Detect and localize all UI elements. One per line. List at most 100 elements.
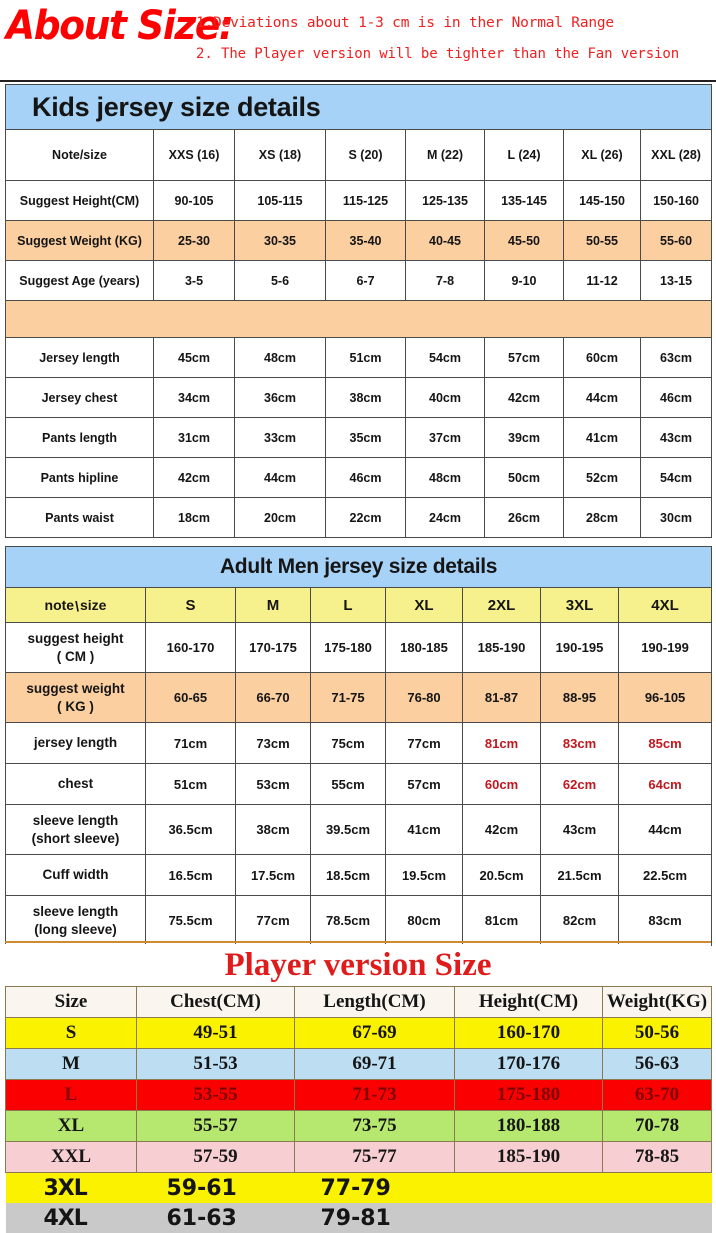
adult-cell-2-1: 73cm <box>235 722 311 764</box>
kids-cell-4-4: 57cm <box>484 337 564 378</box>
kids-header-cell-1: XXS (16) <box>153 129 235 181</box>
kids-cell-8-5: 28cm <box>563 497 641 538</box>
kids-header-cell-6: XL (26) <box>563 129 641 181</box>
player-cell-2-chest: 53-55 <box>136 1079 295 1111</box>
about-note-1: 1.Deviations about 1-3 cm is in ther Nor… <box>196 15 614 31</box>
adult-cell-3-5: 62cm <box>540 763 619 805</box>
adult-cell-0-2: 175-180 <box>310 622 386 673</box>
kids-row-label-5: Jersey chest <box>5 377 154 418</box>
adult-cell-5-1: 17.5cm <box>235 854 311 896</box>
adult-banner-row: Adult Men jersey size details <box>4 546 713 588</box>
kids-header-cell-7: XXL (28) <box>639 129 713 181</box>
kids-cell-2-4: 9-10 <box>484 260 564 301</box>
adult-cell-4-2: 39.5cm <box>310 804 386 855</box>
player-cell-4-length: 75-77 <box>294 1141 455 1173</box>
kids-cell-4-3: 54cm <box>405 337 485 378</box>
row-label-line1: suggest height <box>27 630 124 646</box>
player-cell-3-weight: 70-78 <box>602 1110 712 1142</box>
adult-cell-2-6: 85cm <box>617 722 713 764</box>
kids-row-label-0: Suggest Height(CM) <box>5 180 154 221</box>
player-cell-2-length: 71-73 <box>294 1079 455 1111</box>
kids-spacer-row <box>4 300 713 338</box>
kids-cell-7-0: 42cm <box>153 457 235 498</box>
player-cell-3-length: 73-75 <box>294 1110 455 1142</box>
row-label-line2: (long sleeve) <box>34 921 117 937</box>
note-label: note <box>44 597 75 613</box>
row-label-line2: (short sleeve) <box>31 830 120 846</box>
table-row: chest 51cm 53cm 55cm 57cm 60cm 62cm 64cm <box>5 763 713 805</box>
kids-cell-5-1: 36cm <box>234 377 326 418</box>
kids-cell-7-2: 46cm <box>325 457 406 498</box>
adult-row-label-1: suggest weight ( KG ) <box>5 672 146 723</box>
header-divider <box>0 80 716 82</box>
player-extra-weight-1 <box>602 1203 712 1233</box>
kids-cell-2-0: 3-5 <box>153 260 235 301</box>
adult-cell-3-1: 53cm <box>235 763 311 805</box>
adult-cell-6-6: 83cm <box>617 895 713 946</box>
adult-cell-3-2: 55cm <box>310 763 386 805</box>
player-header-cell-1: Chest(CM) <box>136 986 295 1018</box>
player-cell-2-size: L <box>5 1079 137 1111</box>
adult-header-row: note\size S M L XL 2XL 3XL 4XL <box>5 587 713 623</box>
adult-men-jersey-size-table: Adult Men jersey size details note\size S M… <box>4 546 713 946</box>
kids-banner-label: Kids jersey size details <box>4 84 713 130</box>
kids-cell-6-5: 41cm <box>563 417 641 458</box>
adult-cell-5-2: 18.5cm <box>310 854 386 896</box>
adult-row-label-6: sleeve length (long sleeve) <box>5 895 146 946</box>
adult-cell-1-4: 81-87 <box>462 672 541 723</box>
kids-cell-5-5: 44cm <box>563 377 641 418</box>
adult-cell-4-5: 43cm <box>540 804 619 855</box>
adult-row-label-4: sleeve length (short sleeve) <box>5 804 146 855</box>
adult-cell-5-4: 20.5cm <box>462 854 541 896</box>
adult-cell-1-2: 71-75 <box>310 672 386 723</box>
player-section-divider <box>5 941 711 943</box>
table-row: Suggest Age (years) 3-5 5-6 6-7 7-8 9-10 11-12… <box>5 260 713 301</box>
kids-cell-8-3: 24cm <box>405 497 485 538</box>
row-label-line1: chest <box>57 776 94 791</box>
adult-cell-2-3: 77cm <box>385 722 463 764</box>
player-header-cell-0: Size <box>5 986 137 1018</box>
player-cell-4-size: XXL <box>5 1141 137 1173</box>
kids-cell-2-3: 7-8 <box>405 260 485 301</box>
kids-cell-7-1: 44cm <box>234 457 326 498</box>
adult-cell-1-5: 88-95 <box>540 672 619 723</box>
kids-cell-1-3: 40-45 <box>405 220 485 261</box>
player-header-cell-4: Weight(KG) <box>602 986 712 1018</box>
table-row: Pants length 31cm 33cm 35cm 37cm 39cm 41cm 43cm <box>5 417 713 458</box>
adult-cell-0-6: 190-199 <box>617 622 713 673</box>
diagonal-slash-icon: \ <box>75 598 79 614</box>
kids-cell-0-5: 145-150 <box>563 180 641 221</box>
adult-cell-2-2: 75cm <box>310 722 386 764</box>
table-row: 4XL 61-63 79-81 <box>5 1203 712 1233</box>
kids-cell-6-2: 35cm <box>325 417 406 458</box>
kids-cell-8-0: 18cm <box>153 497 235 538</box>
adult-cell-4-4: 42cm <box>462 804 541 855</box>
table-row: Suggest Weight (KG) 25-30 30-35 35-40 40-45 4… <box>5 220 713 261</box>
player-extra-height-1 <box>454 1203 603 1233</box>
kids-header-cell-4: M (22) <box>405 129 485 181</box>
kids-cell-8-2: 22cm <box>325 497 406 538</box>
adult-cell-3-0: 51cm <box>145 763 236 805</box>
kids-cell-5-3: 40cm <box>405 377 485 418</box>
kids-cell-0-2: 115-125 <box>325 180 406 221</box>
kids-cell-0-1: 105-115 <box>234 180 326 221</box>
about-size-header: About Size: 1.Deviations about 1-3 cm is… <box>0 0 716 78</box>
player-header-cell-3: Height(CM) <box>454 986 603 1018</box>
player-cell-1-length: 69-71 <box>294 1048 455 1080</box>
player-header-row: Size Chest(CM) Length(CM) Height(CM) Weight(… <box>5 986 712 1018</box>
kids-cell-4-5: 60cm <box>563 337 641 378</box>
player-cell-0-chest: 49-51 <box>136 1017 295 1049</box>
player-cell-4-chest: 57-59 <box>136 1141 295 1173</box>
player-extra-length-0: 77-79 <box>294 1172 455 1203</box>
player-cell-0-length: 67-69 <box>294 1017 455 1049</box>
table-row: Cuff width 16.5cm 17.5cm 18.5cm 19.5cm 20.5cm… <box>5 854 713 896</box>
player-version-title: Player version Size <box>5 944 711 986</box>
player-extra-length-1: 79-81 <box>294 1203 455 1233</box>
player-cell-2-height: 175-180 <box>454 1079 603 1111</box>
table-row: M 51-53 69-71 170-176 56-63 <box>5 1048 712 1080</box>
kids-cell-4-0: 45cm <box>153 337 235 378</box>
table-row: 3XL 59-61 77-79 <box>5 1172 712 1203</box>
player-header-cell-2: Length(CM) <box>294 986 455 1018</box>
adult-cell-0-0: 160-170 <box>145 622 236 673</box>
about-size-notes: 1.Deviations about 1-3 cm is in ther Nor… <box>196 8 716 70</box>
